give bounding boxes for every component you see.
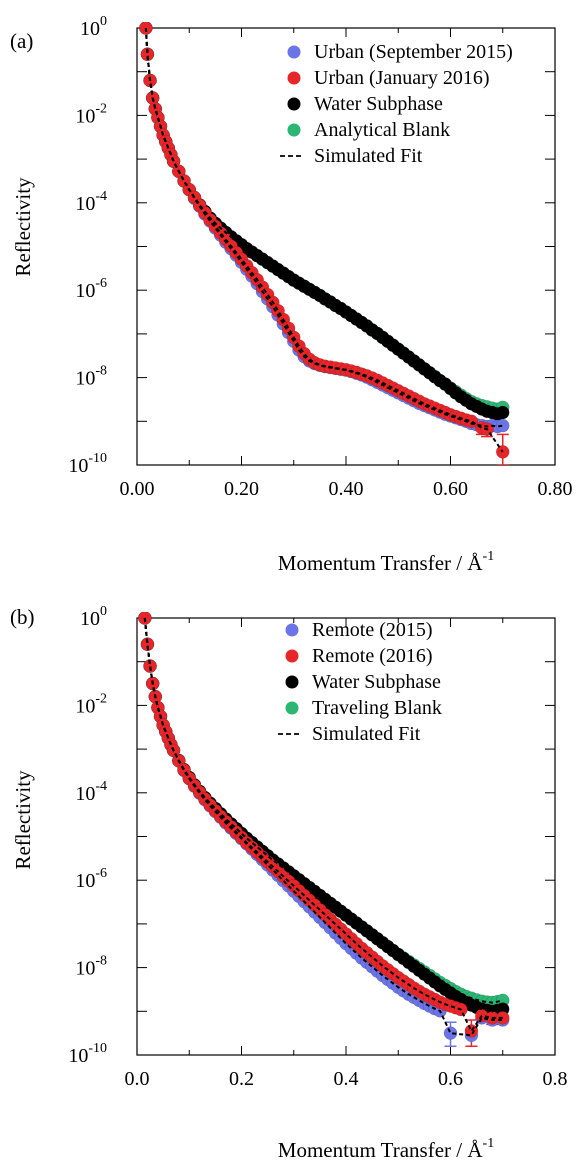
fit-line [144,27,503,415]
data-point [143,659,157,673]
x-axis-label-text: Momentum Transfer / Å [278,1138,484,1162]
legend-label: Traveling Blank [312,697,442,719]
x-tick-label: 0.4 [334,1068,359,1090]
y-tick-label: 10-2 [75,691,107,717]
y-tick-label: 10-8 [75,364,107,390]
data-layer [138,612,510,1048]
fit-line [143,617,503,1013]
panel-label: (b) [10,605,35,629]
plot-area: 0.0 0.2 0.4 0.6 0.810-1010-810-610-410-2100R… [68,604,567,1090]
data-point [496,1011,510,1025]
y-tick-label: 10-10 [68,451,107,477]
legend-label: Urban (September 2015) [314,41,513,63]
series-urban-january-2016 [139,22,510,459]
y-tick-label: 100 [80,14,107,40]
legend-label: Remote (2015) [312,619,433,641]
legend-marker [287,71,301,85]
legend-label: Remote (2016) [312,645,433,667]
x-axis-label: Momentum Transfer / Å-1 [278,549,494,575]
x-tick-label: 0.2 [229,1068,254,1090]
y-tick-label-base: 10 [75,958,95,980]
legend-label: Water Subphase [314,93,443,115]
y-tick-label-base: 10 [68,1045,88,1067]
y-tick-label-exponent: -4 [95,779,107,794]
y-tick-label: 10-8 [75,954,107,980]
fit-line [144,27,504,453]
data-point [140,47,155,61]
fit-line [143,617,503,1033]
legend-label: Simulated Fit [312,723,421,745]
x-tick-label: 0.8 [543,1068,568,1090]
y-tick-label: 10-6 [75,866,107,892]
y-tick-label-exponent: -6 [95,866,107,881]
x-tick-label: 0.6 [438,1068,463,1090]
legend: Remote (2015) Remote (2016) Water Subphase… [278,619,442,745]
legend-marker [285,675,299,689]
x-tick-label: 0.20 [224,478,259,500]
x-tick-label: 0.80 [538,478,573,500]
y-tick-label: 10-10 [68,1041,107,1067]
y-tick-label-exponent: -10 [88,451,107,466]
y-tick-label-exponent: -6 [95,276,107,291]
legend-label: Water Subphase [312,671,441,693]
y-tick-label-exponent: -2 [95,101,107,116]
y-tick-label: 10-4 [75,779,107,805]
legend-label: Analytical Blank [314,119,450,141]
data-point [496,418,510,433]
legend-marker [287,45,301,59]
y-tick-label-base: 10 [75,695,95,717]
y-axis-label: Reflectivity [11,770,35,870]
y-tick-label-base: 10 [75,870,95,892]
legend-marker [285,623,299,637]
data-point [443,1026,458,1040]
y-tick-label: 10-6 [75,276,107,302]
y-tick-label-base: 10 [80,18,100,40]
y-tick-label-exponent: -10 [88,1041,107,1056]
y-tick-label-base: 10 [75,783,95,805]
x-tick-label: 0.40 [329,478,364,500]
x-axis-label-exponent: -1 [483,549,495,564]
data-layer [139,22,510,465]
panel-label: (a) [10,29,33,53]
legend-marker [287,123,301,137]
plot-area: 0.00 0.20 0.40 0.60 0.8010-1010-810-610-410-… [68,14,572,500]
x-tick-label: 0.60 [433,478,468,500]
y-tick-label-exponent: -2 [95,691,107,706]
y-axis-label: Reflectivity [11,177,35,277]
legend-marker [287,97,301,111]
y-tick-label-exponent: -8 [95,954,107,969]
chart-panel-b: (b) Reflectivity Momentum Transfer / Å-1… [10,604,568,1162]
y-tick-label-base: 10 [75,280,95,302]
y-tick-label-base: 10 [75,193,95,215]
y-tick-label: 10-2 [75,101,107,127]
y-tick-label-exponent: 0 [100,604,107,619]
y-tick-label: 100 [80,604,107,630]
x-axis-label-exponent: -1 [483,1136,495,1151]
y-tick-label-exponent: 0 [100,14,107,29]
y-tick-label: 10-4 [75,189,107,215]
x-axis-label-text: Momentum Transfer / Å [278,551,484,575]
chart-panel-a: (a) Reflectivity Momentum Transfer / Å-1… [10,14,573,575]
fit-line [144,27,503,428]
legend-marker [285,649,299,663]
legend: Urban (September 2015) Urban (January 201… [280,41,513,167]
legend-label: Simulated Fit [314,145,423,167]
x-tick-label: 0.0 [125,1068,150,1090]
data-point [496,405,510,420]
y-tick-label-base: 10 [80,608,100,630]
data-point [140,637,155,651]
y-tick-label-base: 10 [68,455,88,477]
y-tick-label-base: 10 [75,105,95,127]
fit-line [143,617,503,1037]
y-tick-label-exponent: -4 [95,189,107,204]
x-tick-label: 0.00 [120,478,155,500]
data-point [496,445,510,459]
legend-marker [285,701,299,715]
y-tick-label-base: 10 [75,368,95,390]
legend-label: Urban (January 2016) [314,67,490,89]
data-point [139,22,153,35]
y-tick-label-exponent: -8 [95,364,107,379]
x-axis-label: Momentum Transfer / Å-1 [278,1136,494,1162]
